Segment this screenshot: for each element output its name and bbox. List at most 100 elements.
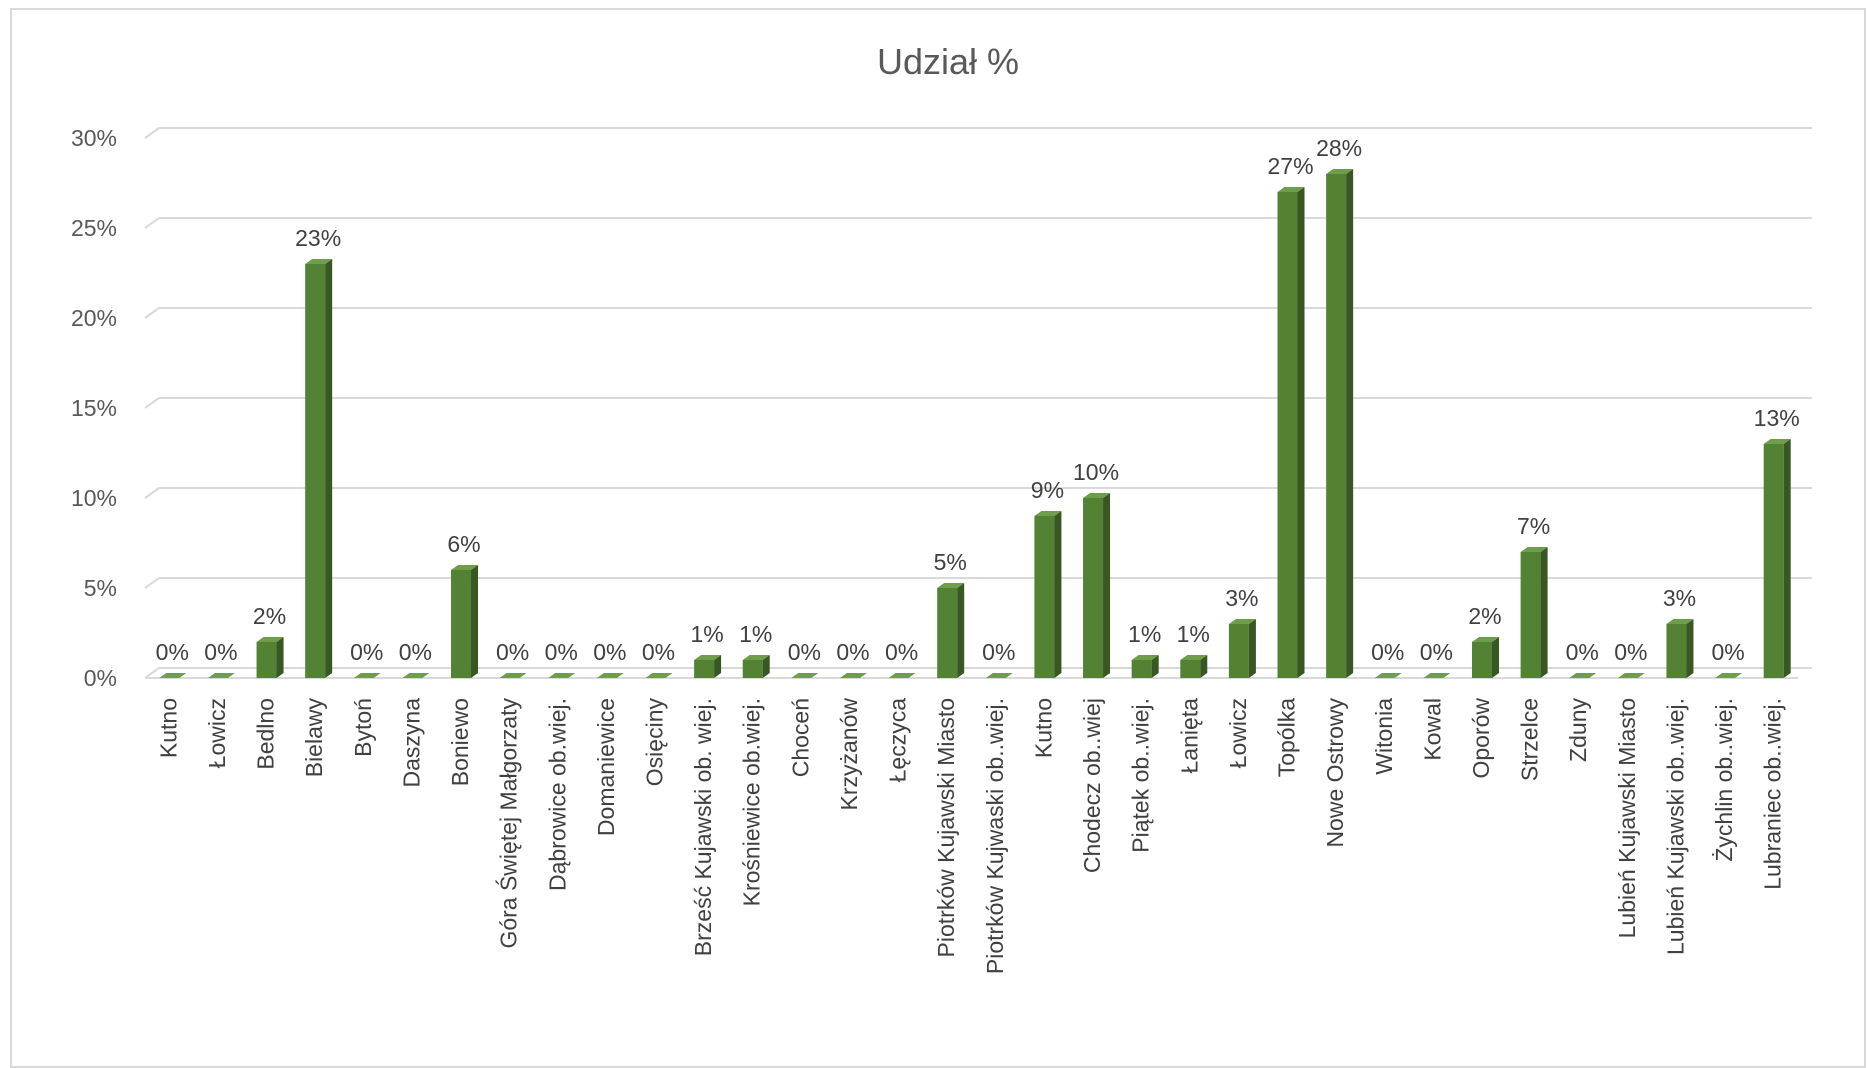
category-label: Łowicz: [1225, 698, 1251, 768]
y-tick-label: 25%: [71, 215, 117, 241]
bar-front: [1180, 660, 1201, 678]
bar: [1131, 655, 1159, 678]
gridline-depth: [144, 217, 160, 229]
data-label: 6%: [447, 531, 480, 557]
data-label: 0%: [350, 639, 383, 665]
y-tick-label: 20%: [71, 305, 117, 331]
bar-top: [888, 673, 916, 678]
category-label: Bielawy: [301, 698, 327, 778]
data-label: 1%: [739, 621, 772, 647]
bar-top: [1374, 673, 1402, 678]
gridline-depth: [144, 577, 160, 589]
category-label: Góra Świętej Małgorzaty: [495, 698, 522, 949]
bar-side: [1540, 547, 1548, 678]
data-label: 0%: [982, 639, 1015, 665]
y-tick-label: 10%: [71, 485, 117, 511]
bar-front: [1471, 642, 1492, 678]
bar-top: [596, 673, 624, 678]
bar-front: [1520, 552, 1541, 678]
data-label: 1%: [690, 621, 723, 647]
category-label: Strzelce: [1517, 698, 1543, 781]
category-label: Łęczyca: [885, 698, 911, 783]
bar-top: [1569, 673, 1597, 678]
category-label: Kowal: [1419, 698, 1445, 761]
bar: [499, 673, 527, 678]
category-label: Witonia: [1371, 698, 1397, 775]
bar-top: [645, 673, 673, 678]
bar-side: [957, 583, 965, 678]
bar-front: [305, 264, 326, 678]
bar-side: [1151, 655, 1159, 678]
bar-side: [276, 637, 284, 678]
category-label: Lubień Kujawski Miasto: [1614, 698, 1640, 938]
category-labels: Kutno Łowicz Bedlno Bielawy Bytoń Daszyna Boni…: [155, 698, 1785, 975]
bar: [353, 673, 381, 678]
category-label: Nowe Ostrowy: [1322, 698, 1348, 848]
bar: [839, 673, 867, 678]
bar-front: [937, 588, 958, 678]
bar-top: [1520, 547, 1548, 552]
bar: [742, 655, 770, 678]
bar-top: [1763, 439, 1791, 444]
bar-top: [742, 655, 770, 660]
bar: [451, 565, 479, 678]
data-label: 0%: [1371, 639, 1404, 665]
category-label: Chodecz ob..wiej: [1079, 698, 1105, 873]
bar: [1180, 655, 1208, 678]
bar-front: [742, 660, 763, 678]
category-label: Daszyna: [398, 698, 424, 788]
bar: [159, 673, 187, 678]
data-label: 0%: [642, 639, 675, 665]
bar-top: [1277, 187, 1305, 192]
bar-top: [159, 673, 187, 678]
bar: [1763, 439, 1791, 678]
bar: [1715, 673, 1743, 678]
bar-side: [1346, 169, 1354, 678]
data-label: 7%: [1517, 513, 1550, 539]
bar-front: [451, 570, 472, 678]
bar-front: [1083, 498, 1104, 678]
data-label: 0%: [788, 639, 821, 665]
data-label: 0%: [1566, 639, 1599, 665]
y-axis-ticks: 0% 5% 10% 15% 20% 25% 30%: [71, 125, 117, 691]
y-tick-label: 0%: [84, 665, 117, 691]
data-label: 0%: [156, 639, 189, 665]
bar-top: [1471, 637, 1499, 642]
y-tick-label: 15%: [71, 395, 117, 421]
bar-side: [714, 655, 722, 678]
bar-top: [694, 655, 722, 660]
bar-top: [791, 673, 819, 678]
bar: [694, 655, 722, 678]
bar-front: [256, 642, 277, 678]
data-label: 0%: [204, 639, 237, 665]
bar-top: [353, 673, 381, 678]
data-label: 0%: [1614, 639, 1647, 665]
bar: [1034, 511, 1062, 678]
data-label: 27%: [1267, 153, 1313, 179]
data-label: 0%: [399, 639, 432, 665]
y-tick-label: 5%: [84, 575, 117, 601]
category-label: Osięciny: [641, 698, 667, 787]
data-label: 1%: [1177, 621, 1210, 647]
category-label: Łowicz: [204, 698, 230, 768]
bar: [1520, 547, 1548, 678]
category-label: Bytoń: [350, 698, 376, 757]
bar-top: [451, 565, 479, 570]
data-label: 0%: [885, 639, 918, 665]
data-label: 5%: [934, 549, 967, 575]
bar: [596, 673, 624, 678]
bar: [1083, 493, 1111, 678]
data-label: 23%: [295, 225, 341, 251]
bar-top: [305, 259, 333, 264]
bar-front: [1326, 174, 1347, 678]
bar: [1326, 169, 1354, 678]
data-label: 0%: [593, 639, 626, 665]
bar-top: [1034, 511, 1062, 516]
data-label: 0%: [545, 639, 578, 665]
bar: [937, 583, 965, 678]
bar-side: [1248, 619, 1256, 678]
bar-top: [1131, 655, 1159, 660]
bar-top: [1617, 673, 1645, 678]
category-label: Choceń: [787, 698, 813, 777]
chart-title: Udział %: [877, 41, 1019, 82]
